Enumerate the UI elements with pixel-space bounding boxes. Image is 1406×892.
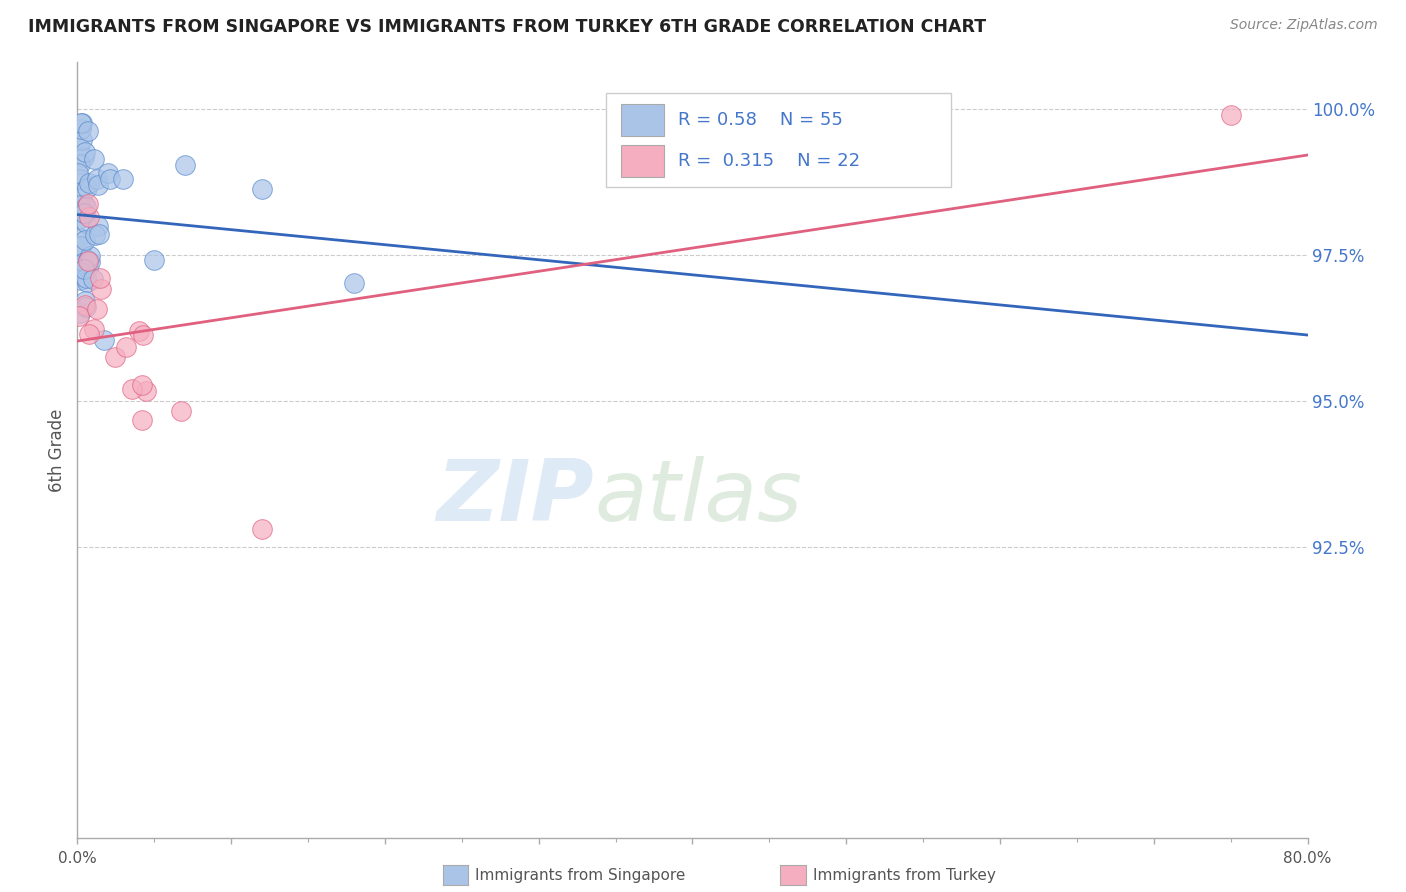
Point xyxy=(75,301,97,315)
Point xyxy=(250,181,273,195)
Point xyxy=(87,219,110,233)
Point xyxy=(79,254,101,268)
Point xyxy=(1219,108,1241,122)
FancyBboxPatch shape xyxy=(621,103,664,136)
Point xyxy=(128,324,150,338)
Point xyxy=(77,260,100,274)
Point xyxy=(70,116,93,130)
Point xyxy=(67,186,90,200)
Point xyxy=(170,404,193,418)
Point xyxy=(98,171,121,186)
Point xyxy=(66,166,89,180)
Point xyxy=(76,181,98,195)
Point xyxy=(75,271,97,285)
Point xyxy=(75,200,97,214)
Point xyxy=(83,227,105,242)
Text: atlas: atlas xyxy=(595,456,801,539)
Point xyxy=(69,157,91,171)
Point xyxy=(75,298,97,312)
FancyBboxPatch shape xyxy=(621,145,664,178)
FancyBboxPatch shape xyxy=(606,94,950,186)
Point xyxy=(96,165,118,179)
Point xyxy=(87,178,110,192)
Y-axis label: 6th Grade: 6th Grade xyxy=(48,409,66,492)
Point xyxy=(67,259,90,273)
Point xyxy=(121,382,143,396)
Point xyxy=(69,198,91,212)
Point xyxy=(77,253,100,268)
Point xyxy=(75,145,97,160)
Point xyxy=(112,172,135,186)
Text: Immigrants from Singapore: Immigrants from Singapore xyxy=(475,869,686,883)
Point xyxy=(67,212,90,227)
Point xyxy=(79,176,101,190)
Text: R = 0.58    N = 55: R = 0.58 N = 55 xyxy=(678,111,842,128)
Point xyxy=(73,196,96,211)
Point xyxy=(76,253,98,268)
Point xyxy=(69,171,91,186)
Point xyxy=(174,158,197,172)
Point xyxy=(86,172,108,186)
Point xyxy=(73,206,96,220)
Point xyxy=(93,333,115,347)
Text: Source: ZipAtlas.com: Source: ZipAtlas.com xyxy=(1230,18,1378,32)
Point xyxy=(69,238,91,252)
Point xyxy=(69,306,91,320)
Point xyxy=(77,197,100,211)
Point xyxy=(69,121,91,136)
Point xyxy=(67,138,90,153)
Text: R =  0.315    N = 22: R = 0.315 N = 22 xyxy=(678,152,860,170)
Point xyxy=(67,199,90,213)
Point xyxy=(87,227,110,241)
Point xyxy=(67,310,90,324)
Point xyxy=(343,276,366,290)
Point xyxy=(135,384,157,398)
Point xyxy=(82,272,104,286)
Point xyxy=(250,522,273,536)
Point xyxy=(131,377,153,392)
Point xyxy=(115,340,138,354)
Point xyxy=(131,328,153,343)
Point xyxy=(77,124,100,138)
Point xyxy=(79,249,101,263)
Point xyxy=(104,351,127,365)
Point xyxy=(76,275,98,289)
Point xyxy=(131,413,153,427)
Point xyxy=(77,211,100,225)
Point xyxy=(73,207,96,221)
Point xyxy=(143,252,166,267)
Text: ZIP: ZIP xyxy=(436,456,595,539)
Point xyxy=(83,322,105,336)
Point xyxy=(89,271,111,285)
Point xyxy=(79,326,101,341)
Point xyxy=(67,230,90,244)
Point xyxy=(90,281,112,295)
Text: Immigrants from Turkey: Immigrants from Turkey xyxy=(813,869,995,883)
Point xyxy=(70,116,93,130)
Point xyxy=(69,273,91,287)
Point xyxy=(70,133,93,147)
Point xyxy=(83,153,105,167)
Point xyxy=(67,202,90,217)
Point xyxy=(73,255,96,269)
Point xyxy=(75,216,97,230)
Point xyxy=(73,150,96,164)
Point xyxy=(70,238,93,252)
Text: IMMIGRANTS FROM SINGAPORE VS IMMIGRANTS FROM TURKEY 6TH GRADE CORRELATION CHART: IMMIGRANTS FROM SINGAPORE VS IMMIGRANTS … xyxy=(28,18,986,36)
Point xyxy=(73,261,96,276)
Point xyxy=(73,293,96,308)
Point xyxy=(86,301,108,316)
Point xyxy=(75,233,97,247)
